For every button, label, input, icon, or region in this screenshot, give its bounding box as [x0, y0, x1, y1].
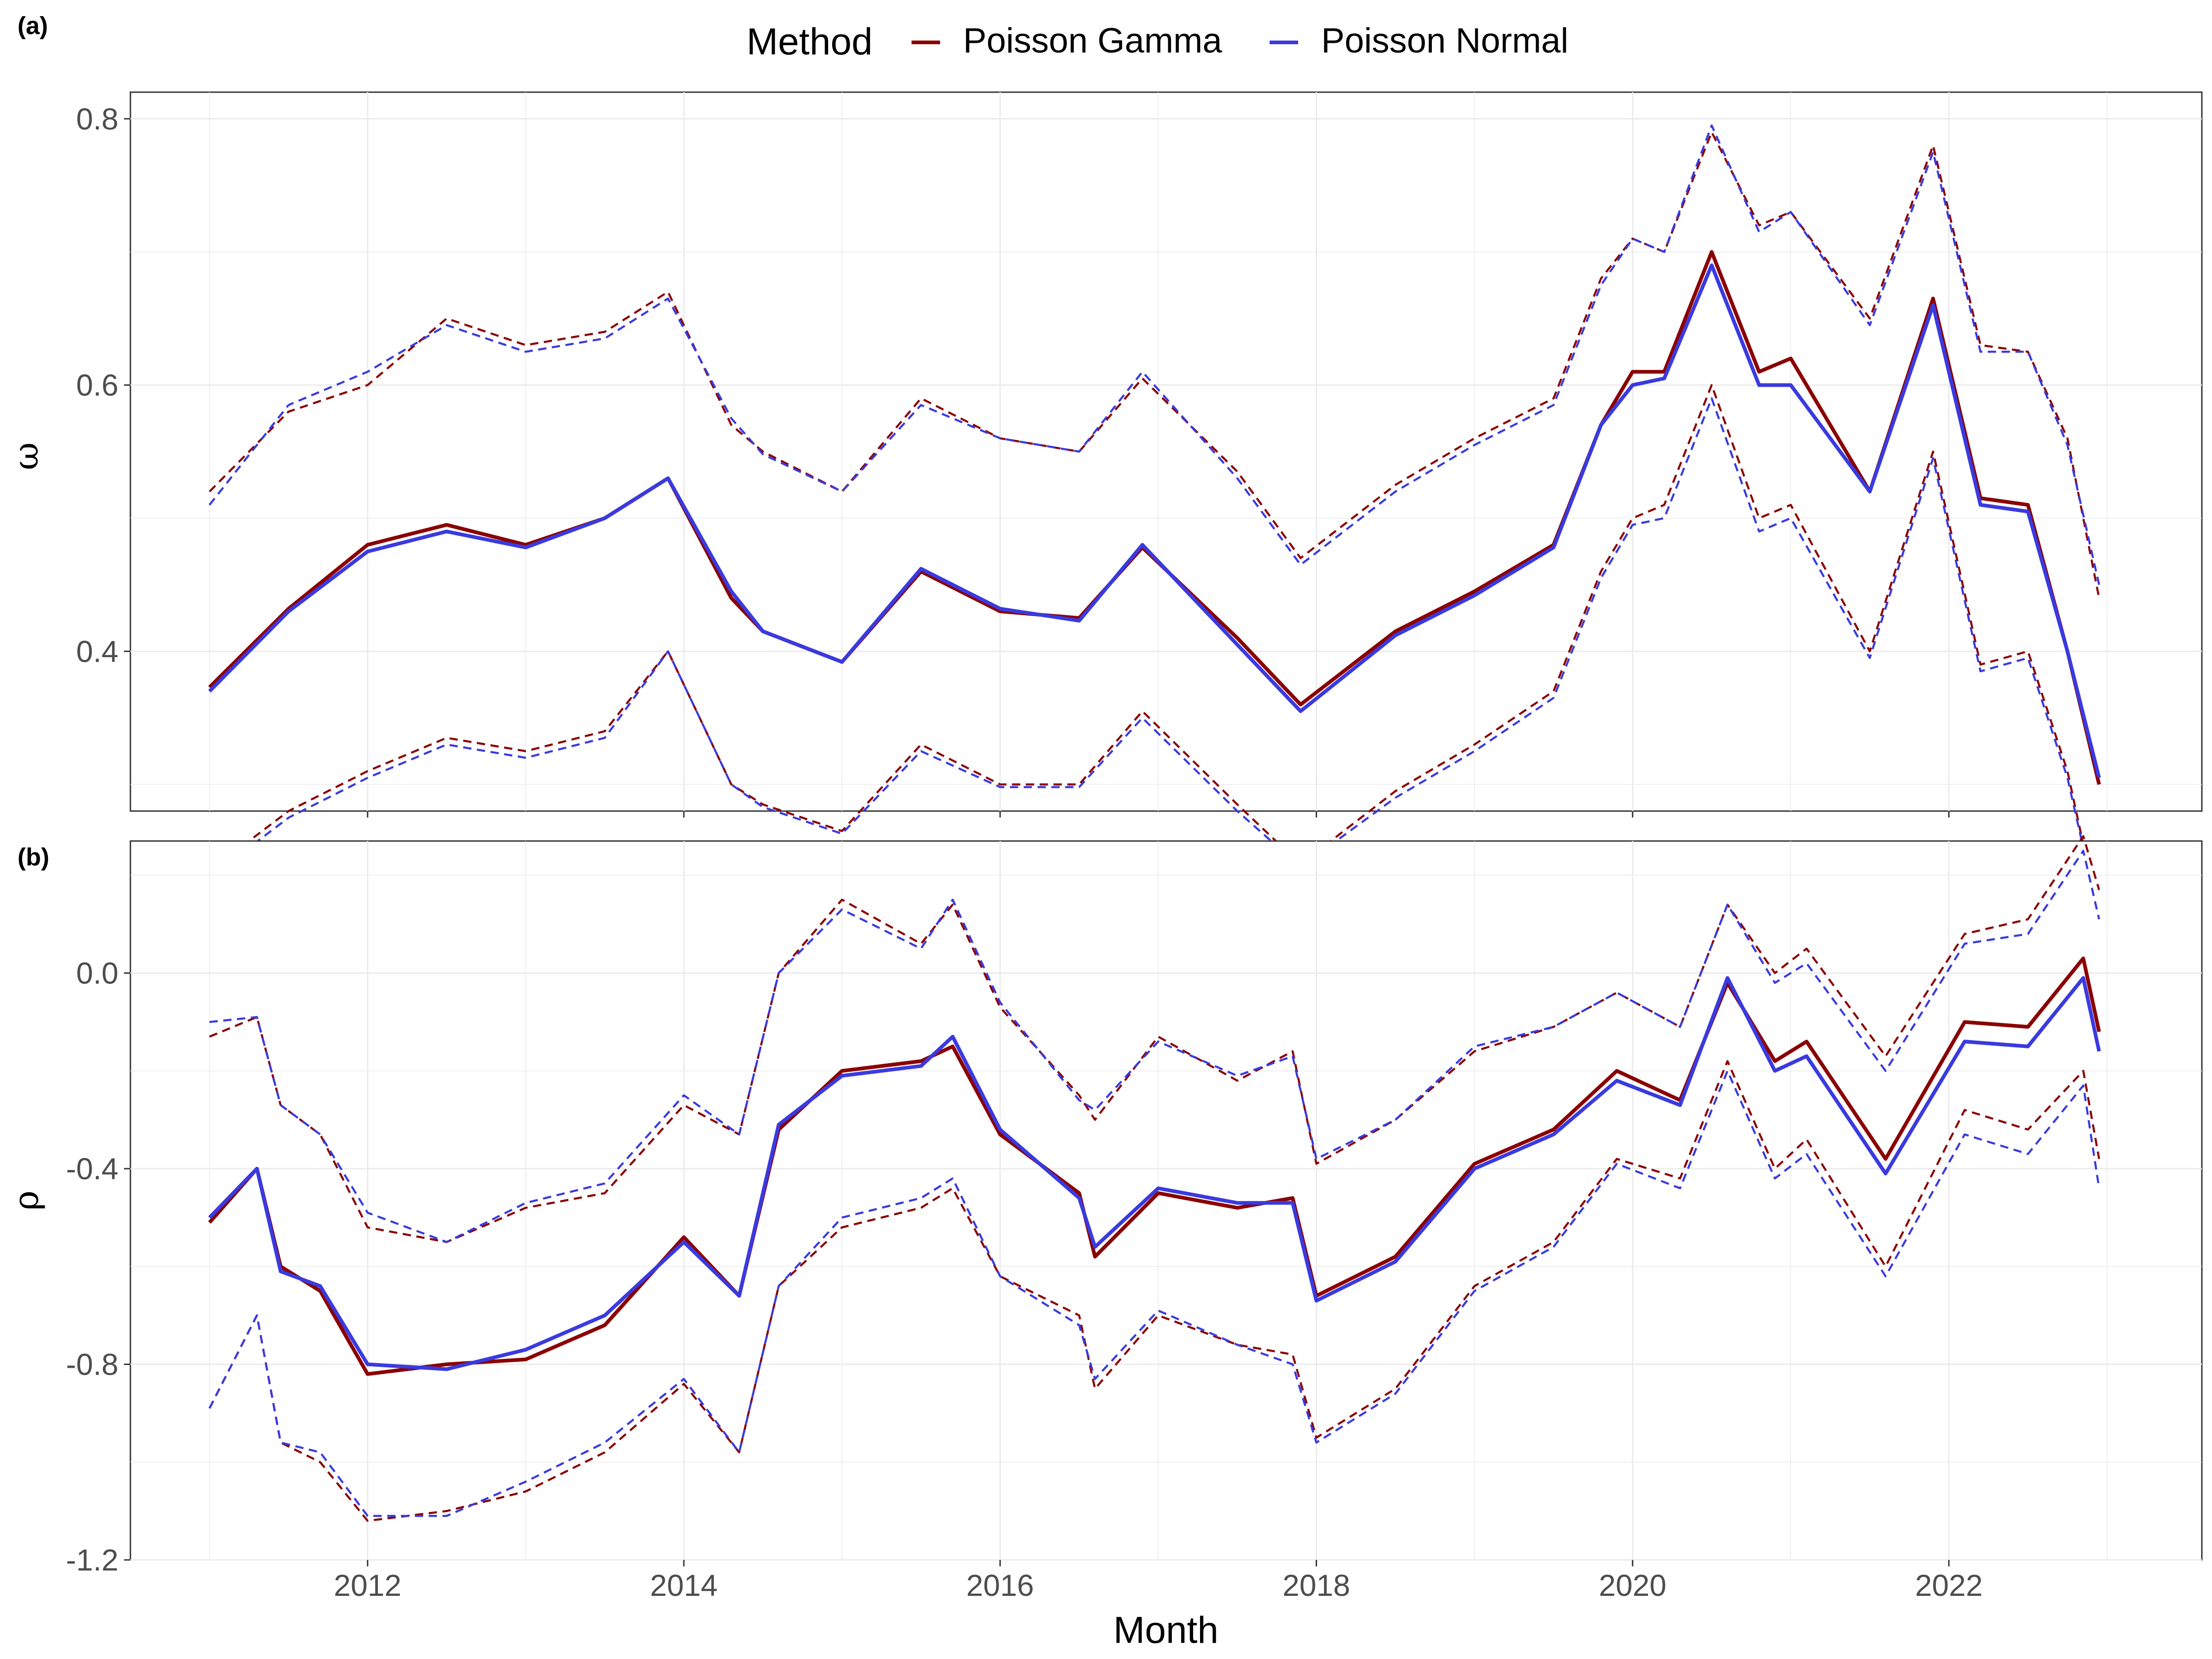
panel-b-tag: (b)	[18, 843, 49, 871]
series-line-poisson-gamma	[208, 956, 2101, 1376]
series-line-poisson-normal	[208, 976, 2101, 1371]
legend-label-poisson-normal: Poisson Normal	[1321, 21, 1568, 60]
interval-line-poisson-gamma	[209, 835, 2100, 1243]
interval-line-poisson-normal	[208, 124, 2100, 585]
series-line-poisson-normal	[208, 263, 2101, 778]
legend: Method Poisson Gamma Poisson Normal	[747, 21, 1568, 63]
y-tick-label: 0.6	[76, 368, 118, 402]
x-tick-label: 2022	[1915, 1568, 1983, 1602]
y-tick-label: -0.4	[66, 1152, 118, 1186]
interval-line-poisson-normal	[208, 1070, 2100, 1517]
interval-line-poisson-normal	[209, 849, 2100, 1243]
x-axis-title: Month	[1113, 1609, 1218, 1651]
panel-b-y-axis: -1.2 -0.8 -0.4 0.0	[66, 956, 130, 1577]
interval-line-poisson-gamma	[208, 1060, 2100, 1522]
panel-a-tag: (a)	[18, 12, 48, 40]
x-tick-label: 2012	[334, 1568, 401, 1602]
interval-line-poisson-gamma	[209, 131, 2100, 599]
panel-b-background	[129, 840, 2203, 1561]
panel-a-y-axis: 0.4 0.6 0.8	[76, 102, 1950, 818]
legend-title: Method	[747, 21, 873, 63]
x-tick-label: 2018	[1282, 1568, 1350, 1602]
panel-b-y-title: ρ	[6, 1190, 46, 1211]
panel-a-lines	[208, 124, 2101, 918]
y-tick-label: 0.8	[76, 102, 118, 136]
panel-a-y-title: ω	[6, 442, 46, 470]
y-tick-label: 0.0	[76, 956, 118, 990]
y-tick-label: 0.4	[76, 634, 118, 668]
panel-a-grid	[130, 92, 2202, 811]
x-tick-label: 2016	[966, 1568, 1034, 1602]
panel-b-x-axis: 2012 2014 2016 2018 2020 2022	[334, 1560, 1983, 1602]
panel-a: (a) 0.4 0.6 0.8 ω	[6, 12, 2203, 918]
y-tick-label: -1.2	[66, 1543, 118, 1577]
interval-line-poisson-gamma	[209, 384, 2100, 918]
x-tick-label: 2014	[650, 1568, 718, 1602]
x-tick-label: 2020	[1599, 1568, 1666, 1602]
legend-label-poisson-gamma: Poisson Gamma	[963, 21, 1222, 60]
y-tick-label: -0.8	[66, 1347, 118, 1382]
panel-b-lines	[208, 835, 2101, 1522]
panel-a-background	[129, 91, 2203, 812]
panel-b: (b) -1.2 -0.8 -0.4 0.0 2012 2014 2016 2018 2020…	[6, 835, 2203, 1651]
